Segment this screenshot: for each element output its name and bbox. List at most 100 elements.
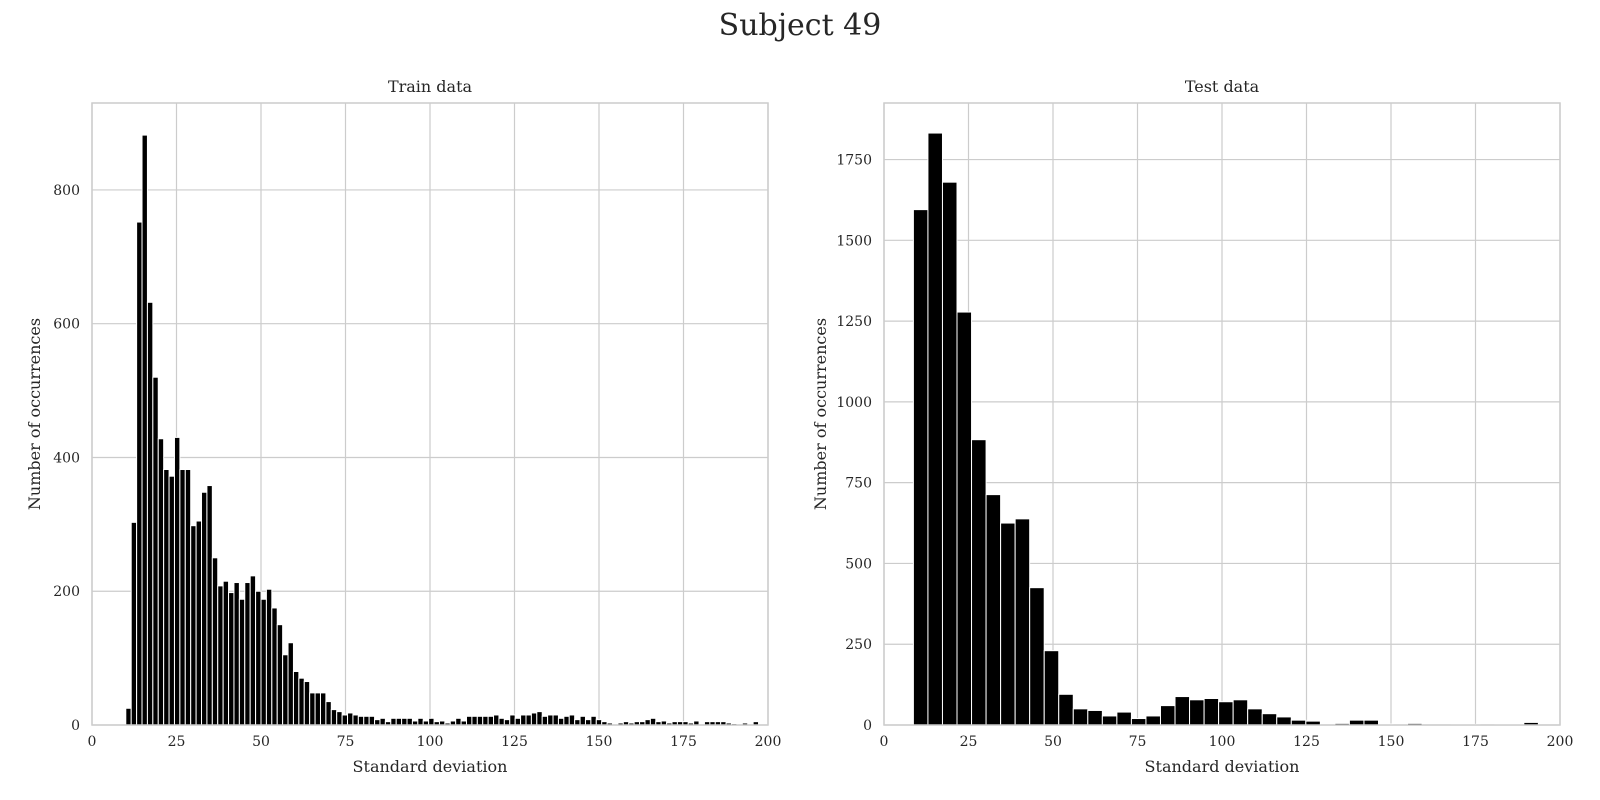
train-x-tick-label: 125	[501, 734, 528, 750]
train-bar	[590, 715, 597, 726]
test-bar	[956, 311, 973, 726]
test-bar	[1218, 701, 1234, 726]
train-bar	[563, 715, 570, 726]
train-bar	[244, 582, 251, 726]
test-x-tick-label: 100	[1209, 734, 1236, 750]
test-bar	[1247, 708, 1263, 726]
train-bar	[395, 717, 403, 726]
train-bar	[595, 719, 603, 726]
test-y-tick-label: 500	[845, 556, 872, 572]
train-bar	[195, 520, 203, 726]
test-bar	[941, 181, 958, 726]
test-bar	[985, 494, 1002, 726]
train-bar	[476, 715, 484, 726]
train-bar	[276, 624, 284, 726]
train-bar	[379, 717, 386, 726]
train-bar	[336, 711, 343, 726]
train-bar	[374, 719, 381, 726]
train-x-tick-label: 100	[417, 734, 444, 750]
test-bar	[1043, 650, 1060, 726]
test-bar	[971, 439, 987, 726]
test-y-tick-label: 250	[845, 637, 872, 653]
test-panel-title: Test data	[1185, 77, 1260, 96]
train-bar	[482, 715, 489, 726]
test-x-tick-label: 25	[960, 734, 978, 750]
train-bar	[190, 525, 197, 726]
train-x-tick-label: 50	[252, 734, 270, 750]
test-y-axis-label: Number of occurrences	[811, 318, 830, 510]
train-bar	[179, 469, 186, 726]
test-bar	[1159, 705, 1176, 726]
train-bar	[255, 590, 262, 726]
train-bar	[222, 580, 230, 726]
train-bar	[292, 670, 300, 726]
train-y-tick-label: 600	[53, 317, 80, 333]
train-bar	[536, 711, 543, 726]
test-bar	[1189, 699, 1205, 726]
test-bar	[1029, 587, 1045, 726]
train-bar	[233, 582, 240, 726]
train-bar	[309, 692, 316, 726]
test-chart: 0 25 50 75 100 125 150 175 200 0 250 500 750 1000 1250…	[811, 77, 1573, 776]
train-bar	[287, 642, 294, 726]
train-bar	[649, 717, 657, 726]
train-bar	[417, 717, 424, 726]
train-y-tick-label: 800	[53, 183, 80, 199]
train-bar	[146, 301, 154, 726]
train-bar	[347, 712, 354, 726]
train-bar	[557, 717, 565, 726]
train-bar	[574, 719, 581, 726]
train-bar	[466, 715, 473, 726]
train-y-tick-label: 0	[71, 718, 80, 734]
test-y-tick-label: 1750	[836, 153, 872, 169]
train-bar	[552, 714, 559, 726]
test-bar	[1058, 693, 1074, 726]
train-bar	[390, 717, 397, 726]
train-bar	[325, 701, 332, 726]
test-x-axis-label: Standard deviation	[1145, 757, 1300, 776]
train-bar	[141, 134, 148, 726]
test-bar	[1101, 715, 1118, 726]
train-bar	[228, 592, 235, 726]
test-bar	[1276, 716, 1292, 726]
test-y-tick-label: 750	[845, 476, 872, 492]
train-axes-frame	[91, 102, 769, 726]
train-bar	[357, 715, 365, 726]
train-bar	[314, 692, 321, 726]
train-bar	[352, 714, 359, 726]
test-x-tick-label: 75	[1129, 734, 1147, 750]
figure-title: Subject 49	[718, 8, 882, 43]
test-bar	[1174, 696, 1191, 726]
test-bar	[1203, 698, 1220, 726]
test-x-tick-label: 125	[1293, 734, 1320, 750]
test-bar	[1000, 522, 1016, 726]
train-bar	[173, 436, 181, 726]
train-y-axis-label: Number of occurrences	[25, 318, 44, 510]
test-y-tick-label: 1250	[836, 314, 872, 330]
train-bar	[152, 376, 159, 726]
train-bar	[238, 598, 246, 726]
train-bar	[514, 717, 522, 726]
train-bar	[163, 469, 170, 726]
test-bar	[1261, 713, 1278, 726]
test-bar	[1014, 518, 1031, 726]
train-bar	[130, 521, 138, 726]
train-bar	[330, 709, 338, 726]
train-bar	[319, 692, 327, 726]
train-bar	[428, 717, 435, 726]
train-bar	[136, 221, 143, 726]
train-bar	[568, 714, 576, 726]
train-bar	[530, 712, 538, 726]
train-bar	[249, 575, 257, 726]
train-bar	[184, 469, 192, 726]
train-bar	[520, 714, 527, 726]
test-y-tick-label: 1500	[836, 233, 872, 249]
test-bar	[1087, 709, 1103, 726]
train-bar	[493, 714, 500, 726]
train-bar	[260, 598, 267, 726]
train-bar	[471, 715, 478, 726]
train-bar	[303, 681, 311, 726]
train-y-tick-label: 200	[53, 584, 80, 600]
train-bar	[341, 714, 349, 726]
train-bar	[282, 654, 289, 726]
